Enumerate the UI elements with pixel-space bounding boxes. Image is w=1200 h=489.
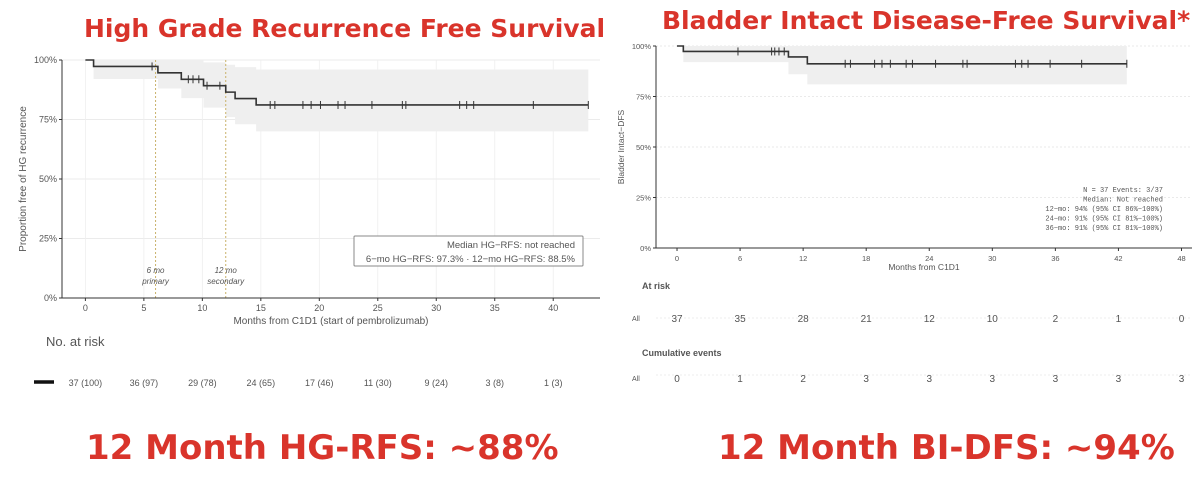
x-tick-label: 36 <box>1051 254 1059 263</box>
confidence-band <box>85 60 589 132</box>
x-axis-label: Months from C1D1 <box>888 262 960 272</box>
risk-table-value: 3 (8) <box>485 378 504 388</box>
at-risk-value: 21 <box>861 314 873 325</box>
legend-median: Median HG−RFS: not reached <box>447 240 575 251</box>
cumulative-events-value: 3 <box>926 374 932 385</box>
at-risk-value: 35 <box>735 314 747 325</box>
at-risk-value: 2 <box>1053 314 1059 325</box>
cumulative-events-title: Cumulative events <box>642 348 722 358</box>
at-risk-value: 28 <box>798 314 810 325</box>
left-chart-title: High Grade Recurrence Free Survival <box>84 14 606 43</box>
cumulative-events-value: 3 <box>990 374 996 385</box>
x-tick-label: 5 <box>141 303 146 313</box>
y-tick-label: 25% <box>39 234 57 244</box>
events-row-label: All <box>632 376 640 383</box>
x-tick-label: 20 <box>314 303 324 313</box>
y-axis-label: Proportion free of HG recurrence <box>18 106 29 252</box>
risk-table-value: 17 (46) <box>305 378 334 388</box>
y-tick-label: 75% <box>636 93 651 102</box>
stats-annotation-line: Median: Not reached <box>1083 197 1163 205</box>
stats-annotation-line: 36−mo: 91% (95% CI 81%−100%) <box>1045 225 1163 233</box>
y-tick-label: 0% <box>44 293 57 303</box>
at-risk-row-label: All <box>632 316 640 323</box>
x-tick-label: 48 <box>1177 254 1185 263</box>
cumulative-events-value: 3 <box>1053 374 1059 385</box>
cumulative-events-value: 0 <box>674 374 680 385</box>
at-risk-title: At risk <box>642 281 671 291</box>
confidence-band <box>677 46 1127 85</box>
cumulative-events-value: 3 <box>1116 374 1122 385</box>
risk-table-value: 36 (97) <box>130 378 159 388</box>
y-tick-label: 0% <box>640 244 651 253</box>
cumulative-events-value: 3 <box>1179 374 1185 385</box>
right-summary-text: 12 Month BI-DFS: ~94% <box>718 428 1175 468</box>
cumulative-events-value: 3 <box>863 374 869 385</box>
x-tick-label: 0 <box>83 303 88 313</box>
x-tick-label: 15 <box>256 303 266 313</box>
risk-table-title: No. at risk <box>46 334 105 349</box>
x-tick-label: 42 <box>1114 254 1122 263</box>
x-tick-label: 30 <box>431 303 441 313</box>
risk-table-value: 24 (65) <box>247 378 276 388</box>
risk-table-value: 29 (78) <box>188 378 217 388</box>
y-tick-label: 25% <box>636 194 651 203</box>
x-tick-label: 35 <box>490 303 500 313</box>
x-tick-label: 6 <box>738 254 742 263</box>
stats-annotation-line: N = 37 Events: 3/37 <box>1083 187 1163 195</box>
left-summary-text: 12 Month HG-RFS: ~88% <box>86 428 559 468</box>
risk-table-value: 9 (24) <box>425 378 449 388</box>
risk-table-value: 1 (3) <box>544 378 563 388</box>
at-risk-value: 12 <box>924 314 936 325</box>
at-risk-value: 1 <box>1116 314 1122 325</box>
x-tick-label: 18 <box>862 254 870 263</box>
right-km-chart: 0 6 12 18 24 30 36 42 480%25%50%75%100%Months fr… <box>616 42 1192 385</box>
at-risk-value: 37 <box>671 314 683 325</box>
risk-table-value: 11 (30) <box>364 378 392 388</box>
reference-line-label: primary <box>141 277 170 286</box>
x-tick-label: 40 <box>548 303 558 313</box>
y-tick-label: 75% <box>39 115 57 125</box>
legend-box <box>353 235 584 267</box>
right-chart-title: Bladder Intact Disease-Free Survival* <box>662 6 1191 35</box>
at-risk-value: 10 <box>987 314 999 325</box>
y-tick-label: 100% <box>632 42 652 51</box>
x-tick-label: 12 <box>799 254 807 263</box>
y-axis-label: Bladder Intact−DFS <box>616 109 626 184</box>
reference-line-label: secondary <box>207 277 245 286</box>
y-tick-label: 50% <box>39 174 57 184</box>
survival-curve <box>85 59 589 106</box>
survival-curve <box>677 45 1127 65</box>
x-axis-label: Months from C1D1 (start of pembrolizumab… <box>233 316 428 327</box>
reference-line-label: 6 mo <box>147 266 165 275</box>
y-tick-label: 50% <box>636 143 651 152</box>
x-tick-label: 10 <box>197 303 207 313</box>
stats-annotation-line: 24−mo: 91% (95% CI 81%−100%) <box>1045 216 1163 224</box>
at-risk-value: 0 <box>1179 314 1185 325</box>
x-tick-label: 24 <box>925 254 933 263</box>
risk-table-value: 37 (100) <box>69 378 103 388</box>
stats-annotation-line: 12−mo: 94% (95% CI 86%−100%) <box>1045 206 1163 214</box>
x-tick-label: 0 <box>675 254 679 263</box>
reference-line-label: 12 mo <box>215 266 238 275</box>
x-tick-label: 30 <box>988 254 996 263</box>
legend-rates: 6−mo HG−RFS: 97.3% · 12−mo HG−RFS: 88.5% <box>366 254 576 265</box>
cumulative-events-value: 1 <box>737 374 743 385</box>
y-tick-label: 100% <box>34 55 57 65</box>
x-tick-label: 25 <box>373 303 383 313</box>
cumulative-events-value: 2 <box>800 374 806 385</box>
left-km-chart: 0 5 10 15 20 25 30 35 40 0% 25% 50% 75% 100% Months fr… <box>18 55 600 388</box>
